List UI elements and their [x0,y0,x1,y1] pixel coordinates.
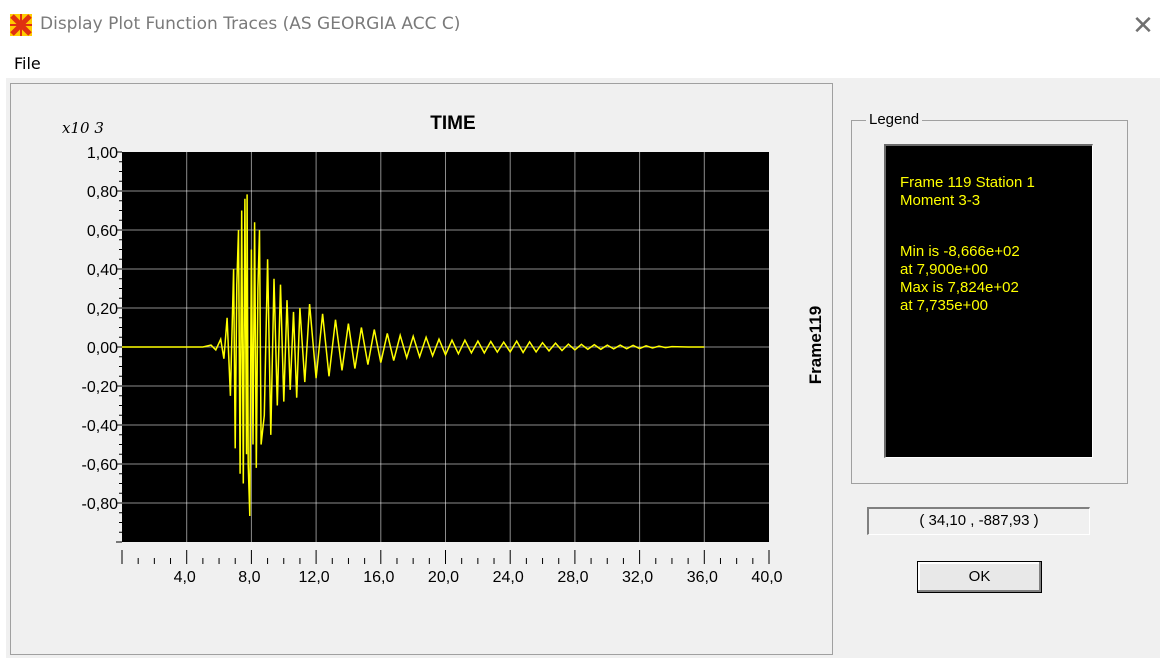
y-tick-label: -0,20 [82,379,119,396]
ok-button[interactable]: OK [917,561,1042,593]
x-tick-label: 32,0 [622,569,653,586]
x-tick-label: 20,0 [428,569,459,586]
y-tick-label: 1,00 [87,145,118,162]
x-tick-label: 4,0 [174,569,196,586]
legend-group [851,120,1128,484]
y-tick-label: -0,60 [82,457,119,474]
y-tick-label: 0,60 [87,223,118,240]
window-title: Display Plot Function Traces (AS GEORGIA… [40,14,461,34]
series-line-frame119 [122,194,705,517]
legend-line-max-at: at 7,735e+00 [900,297,989,314]
y-tick-label: -0,40 [82,418,119,435]
x-tick-label: 8,0 [238,569,260,586]
y-tick-label: 0,80 [87,184,118,201]
legend-box: Frame 119 Station 1 Moment 3-3 Min is -8… [884,144,1093,458]
menu-bar: File [0,50,1167,76]
app-logo-icon [10,14,32,36]
legend-line-station: Frame 119 Station 1 [900,174,1035,191]
cursor-coordinate-readout: ( 34,10 , -887,93 ) [867,507,1090,535]
chart-title: TIME [430,113,475,134]
legend-caption: Legend [866,111,923,128]
legend-line-min-at: at 7,900e+00 [900,261,989,278]
legend-line-component: Moment 3-3 [900,192,981,209]
x-tick-label: 36,0 [687,569,718,586]
y-axis: 1,00 0,80 0,60 0,40 0,20 0,00 -0,20 -0,40 -0,60 -… [82,145,122,543]
y-tick-label: 0,40 [87,262,118,279]
legend-line-min: Min is -8,666e+02 [900,243,1020,260]
y-tick-label: 0,00 [87,340,118,357]
title-bar: Display Plot Function Traces (AS GEORGIA… [0,0,1167,46]
y-axis-title: Frame119 [806,306,825,384]
close-icon[interactable]: ✕ [1132,10,1154,40]
x-tick-label: 12,0 [299,569,330,586]
legend-line-max: Max is 7,824e+02 [900,279,1019,296]
menu-file[interactable]: File [14,54,41,73]
x-tick-label: 28,0 [557,569,588,586]
x-axis: 4,0 8,0 12,0 16,0 20,0 24,0 28,0 32,0 36,0 40,0 [121,550,783,586]
y-tick-label: 0,20 [87,301,118,318]
y-multiplier-label: x10 3 [62,119,104,137]
x-tick-label: 40,0 [751,569,782,586]
x-tick-label: 16,0 [363,569,394,586]
x-tick-label: 24,0 [493,569,524,586]
time-history-chart[interactable]: TIME x10 3 Frame119 1,00 0,80 0,60 0,40 0,20… [10,83,833,655]
y-tick-label: -0,80 [82,496,119,513]
